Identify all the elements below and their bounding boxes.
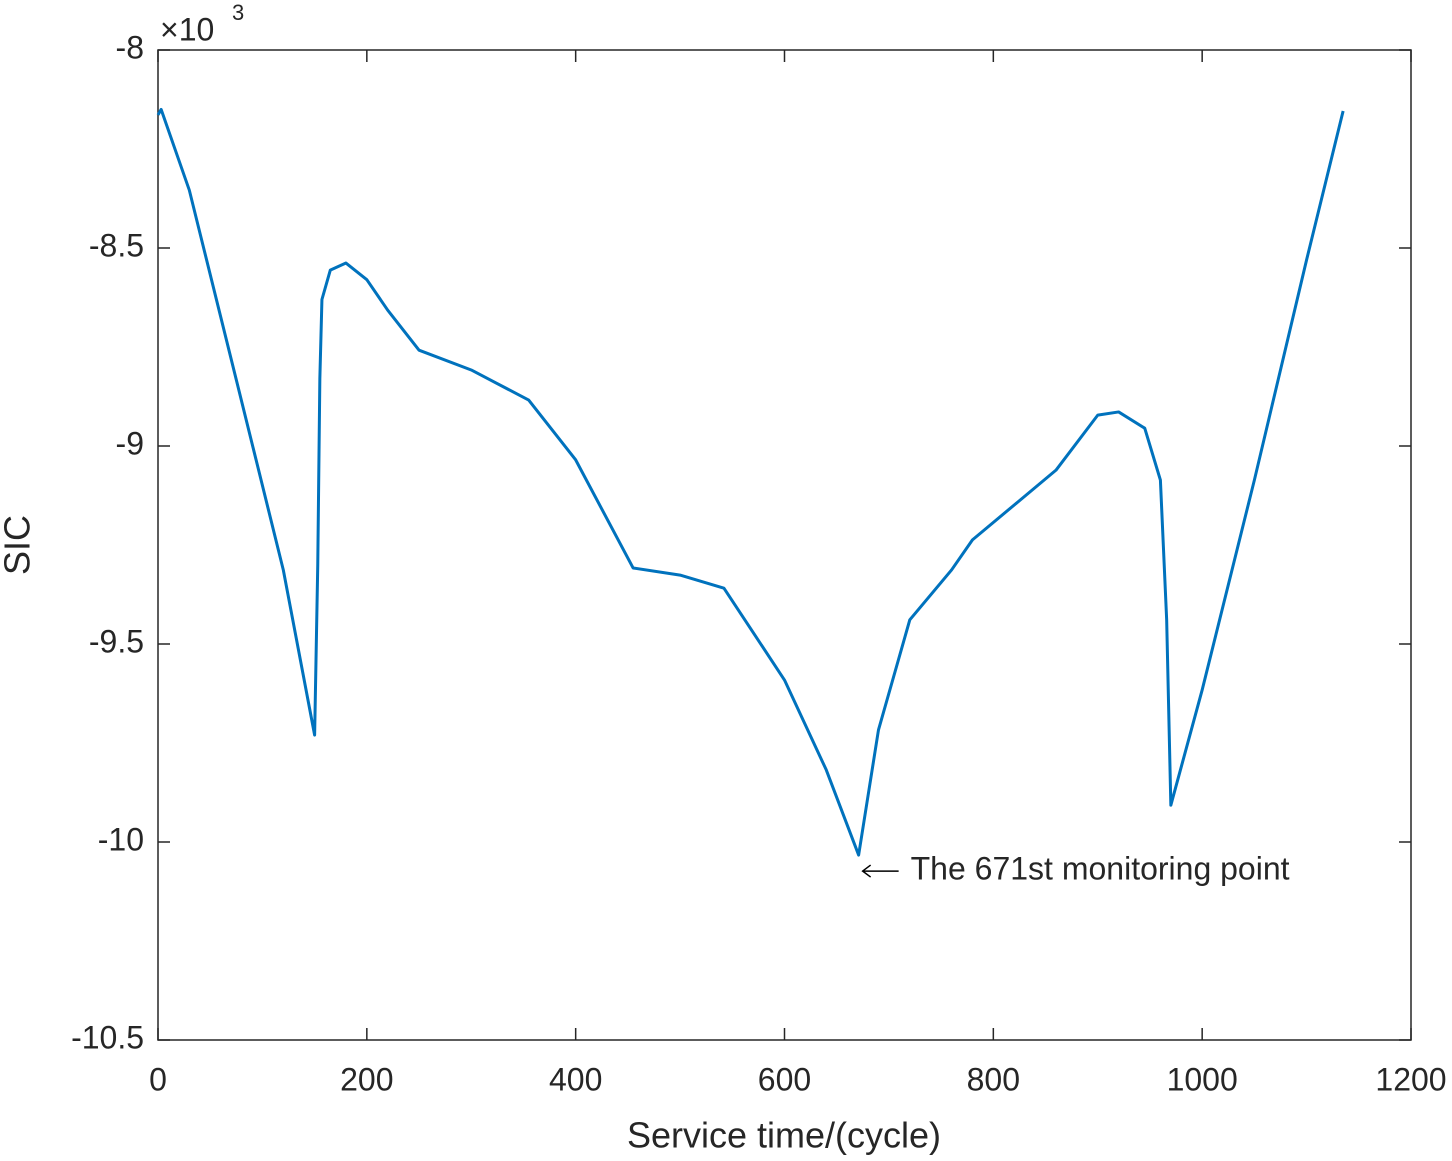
x-tick-label: 200 [340, 1061, 393, 1097]
y-exponent-base: ×10 [160, 11, 214, 47]
y-tick-label: -8 [116, 29, 144, 65]
x-tick-label: 800 [967, 1061, 1020, 1097]
y-tick-label: -9.5 [89, 623, 144, 659]
x-tick-label: 1200 [1375, 1061, 1446, 1097]
y-tick-label: -10.5 [71, 1019, 144, 1055]
annotation-arrowhead [861, 864, 872, 878]
y-axis-label: SIC [0, 515, 38, 575]
x-tick-label: 400 [549, 1061, 602, 1097]
y-tick-label: -8.5 [89, 227, 144, 263]
x-axis-label: Service time/(cycle) [627, 1115, 941, 1156]
y-tick-label: -9 [116, 425, 144, 461]
x-tick-label: 1000 [1167, 1061, 1238, 1097]
data-line [156, 107, 1345, 857]
y-tick-label: -10 [98, 821, 144, 857]
plot-frame [157, 49, 1412, 1041]
x-tick-label: 600 [758, 1061, 811, 1097]
annotation: The 671st monitoring point [911, 851, 1290, 887]
y-exponent-power: 3 [232, 0, 244, 25]
x-tick-label: 0 [149, 1061, 167, 1097]
